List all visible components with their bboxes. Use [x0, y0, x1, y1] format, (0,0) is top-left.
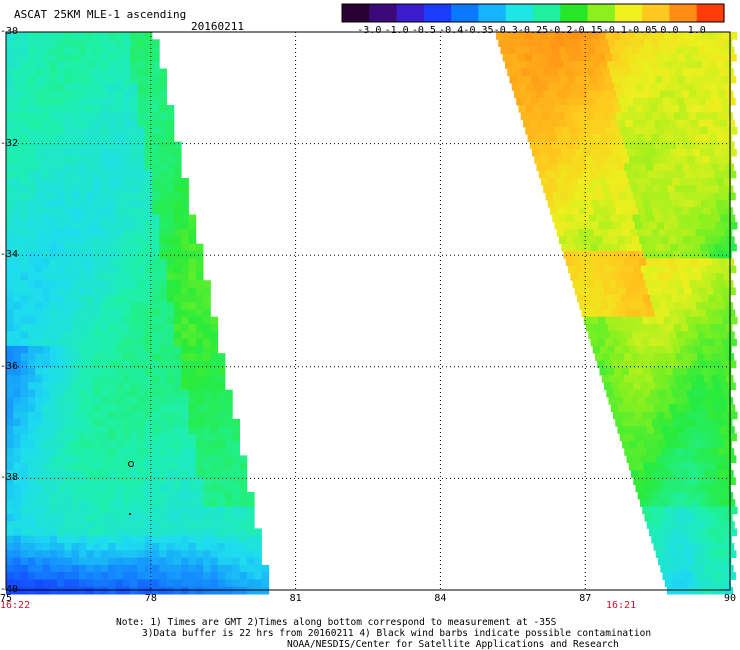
colorbar-segment [669, 4, 698, 22]
colorbar-border [341, 3, 725, 23]
left-swath-data [6, 32, 270, 595]
colorbar-segment [642, 4, 671, 22]
colorbar-segment [614, 4, 643, 22]
colorbar-tick-label: -0.25 [518, 25, 549, 36]
colorbar-segment [451, 4, 480, 22]
footer-note-line-1: Note: 1) Times are GMT 2)Times along bot… [116, 617, 557, 628]
colorbar-segment [696, 4, 725, 22]
colorbar-segment [533, 4, 561, 22]
colorbar-segment [342, 4, 370, 22]
product-title: ASCAT 25KM MLE-1 ascending [14, 8, 187, 21]
colorbar-segment [560, 4, 589, 22]
longitude-label: 78 [144, 593, 157, 604]
colorbar-tick-label: -3.0 [357, 25, 382, 36]
colorbar-segment [478, 4, 507, 22]
latitude-label: -38 [0, 472, 19, 484]
colorbar-tick-label: -0.15 [572, 25, 603, 36]
latitude-label: -32 [0, 137, 19, 149]
longitude-label: 84 [434, 593, 447, 604]
footer-credit: NOAA/NESDIS/Center for Satellite Applica… [287, 639, 619, 650]
latitude-label: -30 [0, 26, 19, 37]
contamination-mark [129, 513, 131, 515]
colorbar-tick-label: -0.05 [627, 25, 658, 36]
right-swath-data [496, 32, 738, 595]
map-frame [5, 31, 731, 591]
colorbar-tick-label: -0.3 [493, 25, 518, 36]
lat-lon-grid [6, 32, 730, 590]
colorbar-tick-label: -0.4 [439, 25, 464, 36]
colorbar-segment [423, 4, 452, 22]
colorbar [341, 3, 725, 23]
colorbar-tick-label: 0.0 [660, 25, 679, 36]
colorbar-segment [369, 4, 398, 22]
colorbar-tick-label: -1.0 [384, 25, 409, 36]
colorbar-tick-label: -0.35 [463, 25, 494, 36]
latitude-label: -40 [0, 584, 19, 595]
colorbar-tick-label: -0.2 [548, 25, 573, 36]
contamination-mark [128, 461, 134, 467]
longitude-label: 81 [289, 593, 302, 604]
colorbar-segment [505, 4, 534, 22]
product-date: 20160211 [191, 20, 244, 33]
footer-note-line-2: 3)Data buffer is 22 hrs from 20160211 4)… [142, 628, 652, 639]
right-swath-time: 16:21 [606, 600, 637, 611]
colorbar-tick-label: 1.0 [687, 25, 706, 36]
longitude-label: 75 [0, 593, 13, 604]
longitude-label: 90 [724, 593, 737, 604]
colorbar-tick-label: -0.5 [411, 25, 436, 36]
colorbar-segment [396, 4, 425, 22]
latitude-label: -34 [0, 249, 19, 261]
colorbar-tick-label: -0.1 [602, 25, 627, 36]
longitude-label: 87 [579, 593, 592, 604]
left-swath-time: 16:22 [0, 600, 31, 611]
colorbar-segment [587, 4, 616, 22]
latitude-label: -36 [0, 360, 19, 372]
